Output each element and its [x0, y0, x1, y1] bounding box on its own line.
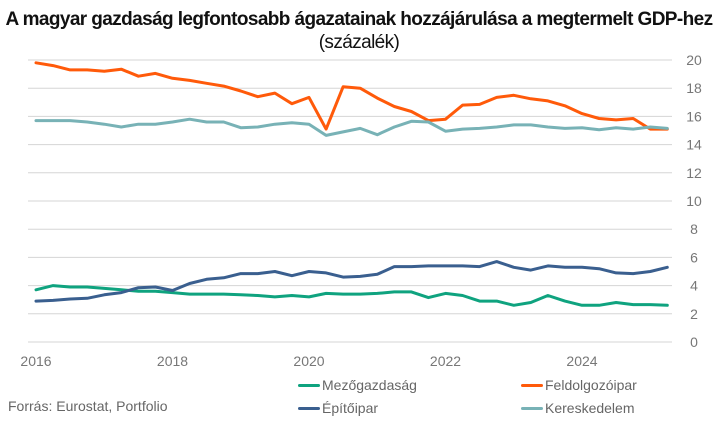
- legend-item-epitoipar: Építőipar: [298, 400, 378, 416]
- legend-label: Kereskedelem: [545, 400, 635, 416]
- series-line-feldolgozoipar: [34, 61, 669, 131]
- y-tick-label: 20: [686, 52, 702, 68]
- y-tick-label: 0: [690, 334, 698, 350]
- y-tick-label: 14: [686, 137, 702, 153]
- gridlines: [28, 59, 672, 343]
- y-tick-label: 8: [690, 221, 698, 237]
- x-tick-label: 2024: [566, 353, 597, 369]
- legend-swatch: [521, 406, 543, 410]
- legend-label: Mezőgazdaság: [322, 377, 417, 393]
- series-lines: [34, 61, 669, 307]
- y-axis-ticks: 0 2 4 6 8 10 12 14 16 18 20: [686, 52, 702, 350]
- legend-item-feldolgozoipar: Feldolgozóipar: [521, 377, 637, 393]
- x-tick-label: 2022: [430, 353, 461, 369]
- chart-title-main: A magyar gazdaság legfontosabb ágazatain…: [5, 9, 714, 30]
- legend-swatch: [298, 383, 320, 387]
- series-line-kereskedelem: [34, 117, 669, 137]
- legend-swatch: [298, 406, 320, 410]
- y-tick-label: 10: [686, 193, 702, 209]
- y-tick-label: 4: [690, 278, 698, 294]
- legend-item-mezogazdasag: Mezőgazdaság: [298, 377, 417, 393]
- x-axis-ticks: 2016 2018 2020 2022 2024: [20, 353, 597, 369]
- y-tick-label: 2: [690, 306, 698, 322]
- legend-swatch: [521, 383, 543, 387]
- legend-item-kereskedelem: Kereskedelem: [521, 400, 635, 416]
- y-tick-label: 18: [686, 80, 702, 96]
- chart-title: A magyar gazdaság legfontosabb ágazatain…: [0, 8, 718, 54]
- y-tick-label: 12: [686, 165, 702, 181]
- x-tick-label: 2016: [20, 353, 51, 369]
- y-tick-label: 6: [690, 249, 698, 265]
- x-tick-label: 2018: [157, 353, 188, 369]
- y-tick-label: 16: [686, 108, 702, 124]
- series-line-epitoipar: [34, 260, 669, 303]
- chart-title-unit: (százalék): [318, 32, 400, 53]
- legend-label: Feldolgozóipar: [545, 377, 637, 393]
- series-line-mezogazdasag: [34, 284, 669, 307]
- x-tick-label: 2020: [293, 353, 324, 369]
- legend-label: Építőipar: [322, 400, 379, 416]
- source-note: Forrás: Eurostat, Portfolio: [8, 398, 168, 414]
